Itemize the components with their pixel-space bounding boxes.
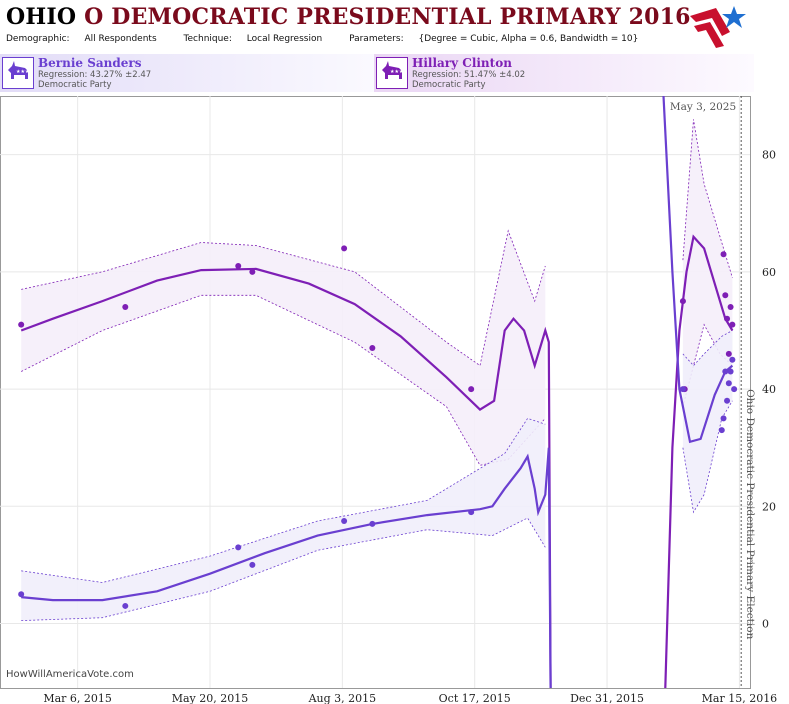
site-logo-icon[interactable] — [686, 2, 748, 50]
y-tick-label: 80 — [762, 149, 776, 162]
band-upper-line — [21, 229, 546, 367]
party-label: Democratic Party — [38, 80, 112, 90]
y-tick-label: 20 — [762, 500, 776, 513]
confidence-band — [21, 418, 546, 621]
demographic-value: All Respondents — [84, 34, 157, 44]
poll-point — [727, 368, 734, 375]
poll-point — [725, 350, 732, 357]
poll-point — [722, 368, 729, 375]
date-marker-label: May 3, 2025 — [670, 101, 736, 113]
band-lower-line — [682, 400, 733, 514]
parameters-label: Parameters: — [349, 34, 404, 44]
poll-point — [724, 315, 731, 322]
x-tick-label: Aug 3, 2015 — [308, 692, 377, 704]
axes: Mar 6, 2015 May 20, 2015 Aug 3, 2015 Oct 17… — [43, 96, 777, 704]
x-tick-label: Oct 17, 2015 — [439, 692, 511, 704]
regression-line — [20, 267, 552, 689]
poll-point — [235, 544, 242, 551]
parameters-value: {Degree = Cubic, Alpha = 0.6, Bandwidth … — [418, 34, 639, 44]
poll-point — [468, 509, 475, 516]
legend-background — [374, 54, 754, 92]
poll-point — [729, 321, 736, 328]
regression-line-post — [662, 96, 734, 444]
demographic-label: Demographic: — [6, 34, 70, 44]
band-upper-line — [21, 417, 546, 583]
confidence-bands — [21, 119, 733, 621]
header: OHIO O DEMOCRATIC PRESIDENTIAL PRIMARY 2… — [0, 0, 789, 52]
poll-point — [725, 380, 732, 387]
state-name: OHIO — [6, 4, 77, 30]
y-tick-label: 0 — [762, 618, 769, 631]
svg-text:★★★: ★★★ — [16, 69, 30, 75]
band-lower-line — [21, 517, 546, 621]
poll-point — [720, 251, 727, 258]
svg-text:★★★: ★★★ — [390, 69, 404, 75]
donkey-icon: ★★★ — [376, 57, 408, 89]
legend-item-clinton[interactable]: ★★★ Hillary Clinton Regression: 51.47% ±… — [374, 54, 754, 92]
regression-line-post — [664, 234, 734, 689]
regression-line — [21, 447, 552, 689]
party-label: Democratic Party — [412, 80, 486, 90]
confidence-band — [682, 330, 733, 513]
poll-point — [122, 304, 129, 311]
poll-chart: Mar 6, 2015 May 20, 2015 Aug 3, 2015 Oct 17… — [0, 96, 777, 704]
x-tick-label: Mar 15, 2016 — [702, 692, 778, 704]
poll-point — [249, 561, 256, 568]
regression-value: Regression: 43.27% ±2.47 — [38, 70, 152, 80]
confidence-band — [21, 230, 546, 466]
y-tick-label: 40 — [762, 383, 776, 396]
poll-point — [341, 245, 348, 252]
poll-point — [679, 298, 686, 305]
poll-point — [249, 268, 256, 275]
chart-parameters: Demographic: All Respondents Technique: … — [6, 34, 662, 44]
poll-point — [729, 356, 736, 363]
poll-point — [18, 591, 25, 598]
poll-point — [369, 520, 376, 527]
poll-point — [722, 292, 729, 299]
poll-point — [727, 304, 734, 311]
poll-point — [679, 386, 686, 393]
technique-label: Technique: — [183, 34, 232, 44]
candidate-name: Hillary Clinton — [412, 56, 512, 70]
technique-value: Local Regression — [246, 34, 323, 44]
y-tick-label: 60 — [762, 266, 776, 279]
candidate-name: Bernie Sanders — [38, 56, 142, 70]
plot-frame — [0, 96, 751, 689]
candidate-legend: ★★★ Bernie Sanders Regression: 43.27% ±2… — [0, 54, 789, 94]
poll-point — [731, 386, 738, 393]
watermark[interactable]: HowWillAmericaVote.com — [6, 669, 134, 680]
band-upper-line — [682, 330, 733, 367]
regression-lines — [20, 96, 734, 689]
poll-point — [724, 397, 731, 404]
poll-point — [718, 427, 725, 434]
page-title: OHIO O DEMOCRATIC PRESIDENTIAL PRIMARY 2… — [6, 4, 691, 30]
legend-item-sanders[interactable]: ★★★ Bernie Sanders Regression: 43.27% ±2… — [0, 54, 380, 92]
poll-point — [235, 262, 242, 269]
poll-point — [720, 415, 727, 422]
poll-point — [369, 345, 376, 352]
poll-point — [18, 321, 25, 328]
x-tick-label: Mar 6, 2015 — [43, 692, 112, 704]
title-text: O DEMOCRATIC PRESIDENTIAL PRIMARY 2016 — [84, 4, 691, 30]
x-tick-label: Dec 31, 2015 — [570, 692, 644, 704]
poll-point — [468, 386, 475, 393]
x-tick-label: May 20, 2015 — [172, 692, 249, 704]
poll-points — [18, 245, 738, 609]
election-label: Ohio Democratic Presidential Primary Ele… — [744, 389, 756, 639]
donkey-icon: ★★★ — [2, 57, 34, 89]
poll-point — [122, 602, 129, 609]
poll-point — [341, 517, 348, 524]
legend-background — [0, 54, 380, 92]
regression-value: Regression: 51.47% ±4.02 — [412, 70, 526, 80]
